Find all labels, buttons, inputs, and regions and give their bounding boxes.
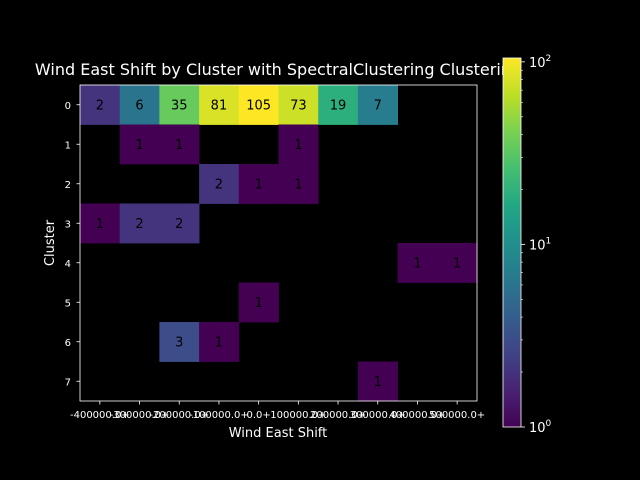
x-tick-label: -100000.0+ — [189, 410, 249, 421]
cell-value-label: 2 — [215, 177, 223, 192]
heatmap-cell — [199, 85, 240, 125]
heatmap-cell — [238, 282, 279, 323]
cell-value-label: 1 — [294, 138, 302, 153]
heatmap-cell — [199, 164, 240, 204]
colorbar-tick-label: 102 — [529, 54, 551, 71]
y-tick-label: 1 — [65, 140, 71, 151]
plot-frame — [79, 84, 478, 402]
cell-value-label: 1 — [255, 296, 263, 311]
heatmap-cell — [159, 203, 200, 244]
cell-value-label: 1 — [96, 217, 104, 232]
x-axis-label: Wind East Shift — [229, 426, 328, 441]
heatmap-cell — [278, 124, 319, 165]
plot-area: 2 6 35 81 105 73 19 7 1 1 1 2 1 1 1 2 2 1 1 1 3 1 1 0 1 2 3 4 5 6 7 -40… — [65, 84, 485, 421]
cell-value-label: 6 — [135, 98, 143, 113]
heatmap-cell — [159, 124, 200, 165]
cell-value-label: 2 — [96, 98, 104, 113]
x-tick-label: 300000.0+ — [350, 410, 406, 421]
cell-value-label: 1 — [135, 138, 143, 153]
y-tick-label: 0 — [65, 101, 71, 112]
heatmap-cell — [278, 85, 319, 125]
cell-value-label: 7 — [374, 98, 382, 113]
colorbar-tick-label: 100 — [529, 419, 552, 436]
heatmap-cell — [119, 85, 160, 125]
cell-value-label: 2 — [135, 217, 143, 232]
y-tick-label: 3 — [65, 219, 71, 230]
x-tick-label: 100000.0+ — [270, 410, 326, 421]
y-tick-label: 5 — [65, 298, 71, 309]
cell-value-label: 81 — [211, 98, 228, 113]
y-axis-label: Cluster — [43, 219, 58, 266]
heatmap-cell — [119, 124, 160, 165]
heatmap-cell — [80, 203, 121, 244]
colorbar-gradient — [503, 58, 521, 427]
heatmap-cell — [357, 85, 398, 125]
y-tick-label: 2 — [65, 180, 71, 191]
heatmap-cell — [437, 243, 478, 283]
cell-value-label: 1 — [175, 138, 183, 153]
x-tick-label: -300000.0+ — [110, 410, 170, 421]
x-tick-label: -200000.0+ — [149, 410, 209, 421]
heatmap-cell — [357, 361, 398, 402]
cell-value-label: 1 — [453, 256, 461, 271]
cell-value-label: 3 — [175, 335, 183, 350]
heatmap-cell — [278, 164, 319, 204]
colorbar-frame — [502, 57, 522, 428]
y-tick-label: 4 — [65, 259, 71, 270]
cell-value-label: 73 — [290, 98, 307, 113]
heatmap-cell — [238, 85, 279, 125]
heatmap-cell — [119, 203, 160, 244]
x-tick-label: -400000.0+ — [70, 410, 130, 421]
heatmap-cell — [318, 85, 359, 125]
colorbar: 100 101 102 — [502, 54, 552, 436]
x-tick-label: 500000.0+ — [429, 410, 485, 421]
heatmap-cell — [397, 243, 438, 283]
y-tick-label: 7 — [65, 377, 71, 388]
y-tick-label: 6 — [65, 338, 71, 349]
cell-value-label: 1 — [294, 177, 302, 192]
cell-value-label: 1 — [255, 177, 263, 192]
heatmap-cell — [159, 85, 200, 125]
cell-value-label: 1 — [413, 256, 421, 271]
cell-value-label: 1 — [374, 375, 382, 390]
colorbar-tick-label: 101 — [529, 236, 551, 253]
cell-value-label: 35 — [171, 98, 188, 113]
cell-value-label: 105 — [246, 98, 271, 113]
heatmap-cell — [199, 322, 240, 362]
heatmap-cell — [159, 322, 200, 362]
x-tick-label: 200000.0+ — [310, 410, 366, 421]
x-tick-label: 400000.0+ — [389, 410, 445, 421]
cell-value-label: 19 — [330, 98, 347, 113]
chart-title: Wind East Shift by Cluster with Spectral… — [35, 60, 521, 79]
heatmap-cell — [80, 85, 121, 125]
heatmap-cell — [238, 164, 279, 204]
cell-value-label: 2 — [175, 217, 183, 232]
x-tick-label: 0.0+ — [247, 410, 271, 421]
cell-value-label: 1 — [215, 335, 223, 350]
